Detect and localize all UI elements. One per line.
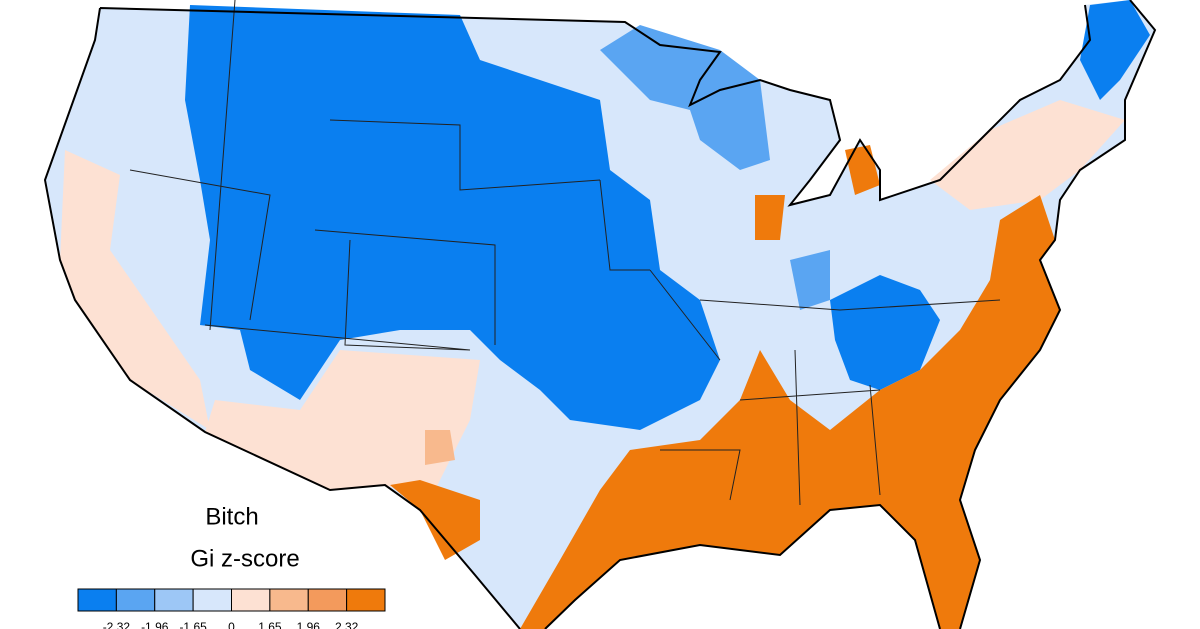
legend-label: -2.32 xyxy=(103,620,131,629)
legend-label: -1.96 xyxy=(141,620,169,629)
region xyxy=(755,195,785,240)
legend-label: 0 xyxy=(228,620,235,629)
legend-swatch xyxy=(269,588,309,612)
region xyxy=(600,25,770,170)
legend-label: 1.65 xyxy=(258,620,282,629)
legend-swatch xyxy=(231,588,271,612)
legend: -2.32 -1.96 -1.65 0 1.65 1.96 2.32 xyxy=(77,588,386,629)
region xyxy=(185,5,720,430)
region xyxy=(425,430,455,465)
borders xyxy=(43,0,1157,629)
legend-swatch xyxy=(346,588,386,612)
legend-label: -1.65 xyxy=(179,620,207,629)
legend-swatch xyxy=(154,588,194,612)
region xyxy=(930,100,1125,210)
region xyxy=(830,275,940,390)
legend-swatch xyxy=(192,588,232,612)
region xyxy=(520,195,1060,629)
legend-title: Bitch xyxy=(205,503,258,530)
region xyxy=(60,150,210,430)
region xyxy=(790,250,830,310)
region xyxy=(205,350,480,500)
legend-label: 1.96 xyxy=(297,620,321,629)
region xyxy=(1080,0,1150,100)
legend-label: 2.32 xyxy=(335,620,359,629)
legend-swatch xyxy=(77,588,117,612)
legend-swatch xyxy=(307,588,348,612)
legend-swatch xyxy=(115,588,156,612)
legend-subtitle: Gi z-score xyxy=(190,545,299,572)
region xyxy=(390,480,480,560)
